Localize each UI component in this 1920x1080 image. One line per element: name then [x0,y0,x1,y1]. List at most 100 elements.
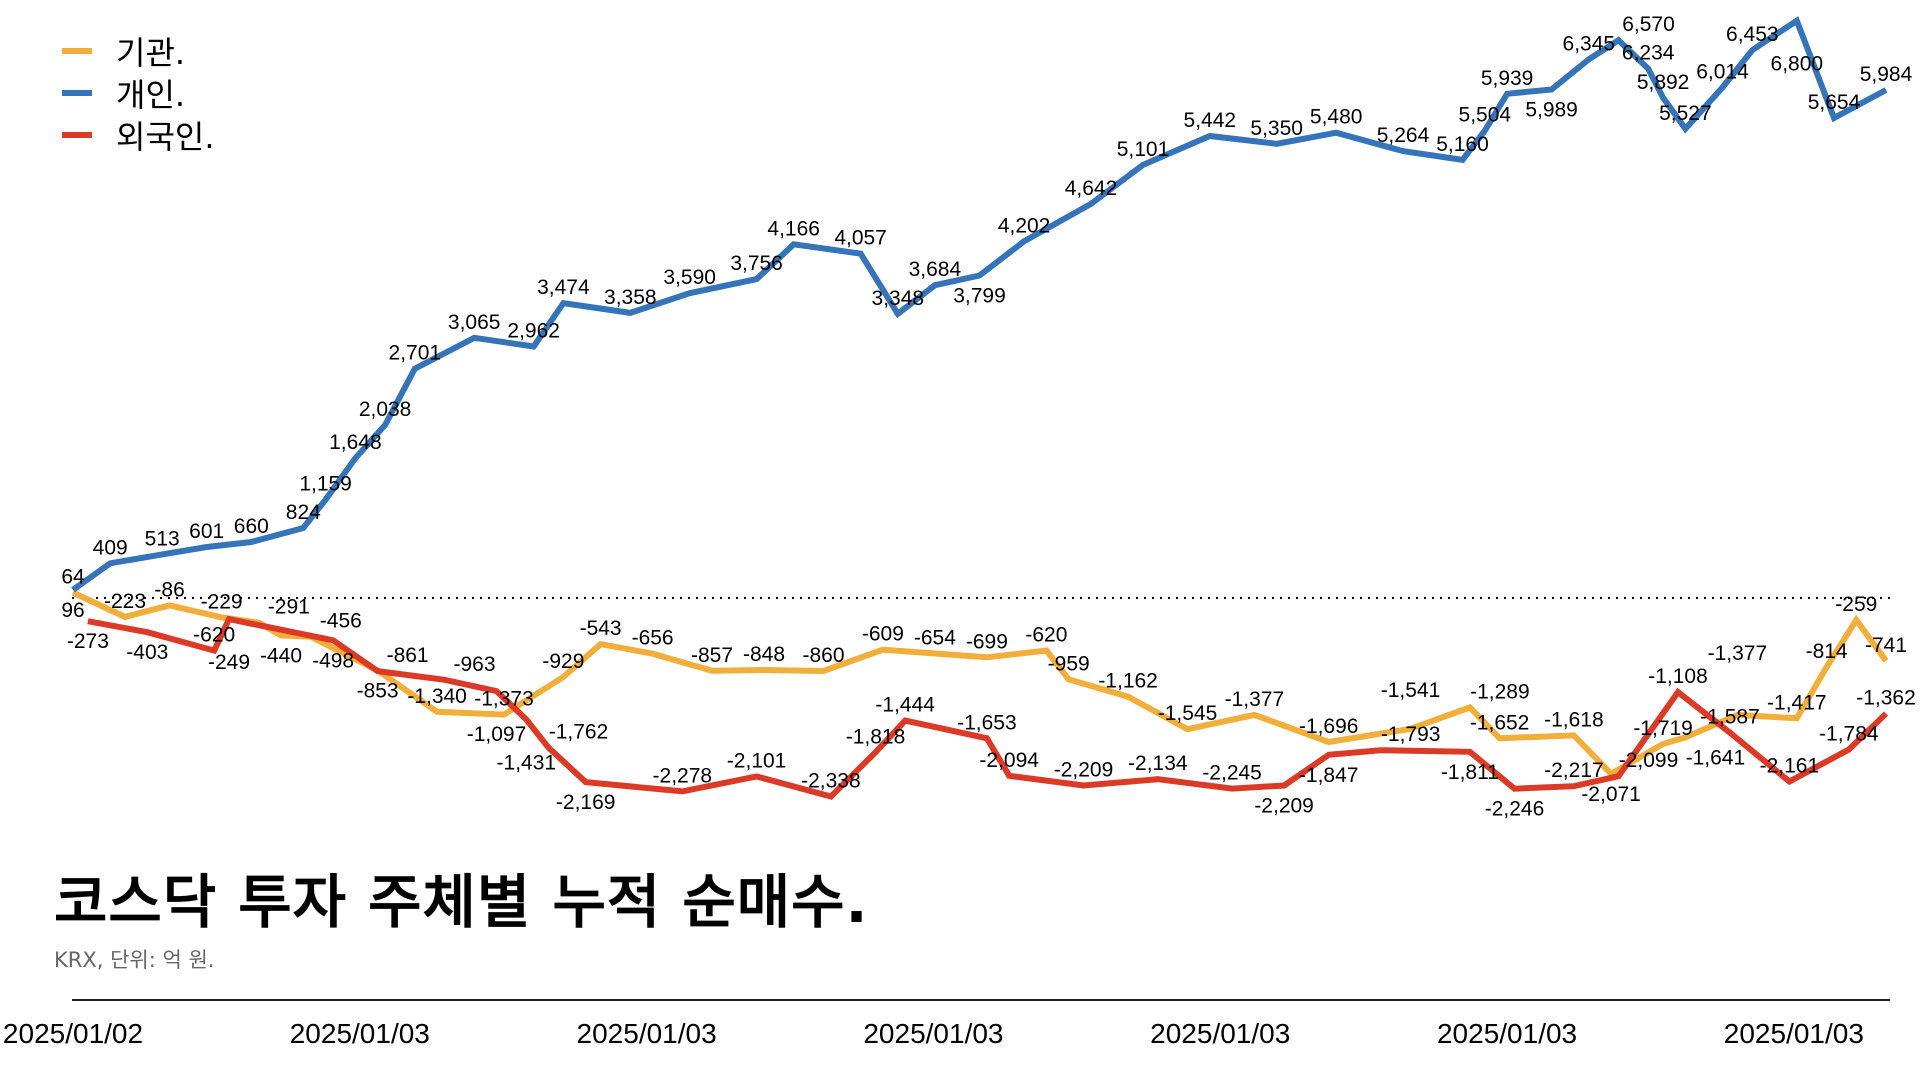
data-label-individual: 5,480 [1310,106,1363,129]
data-label-foreign: -620 [193,624,235,647]
data-label-individual: 5,264 [1377,124,1430,147]
data-label-foreign: -1,431 [497,752,557,775]
data-label-foreign: -963 [453,653,495,676]
x-tick-label: 2025/01/02 [2,1018,144,1049]
data-label-foreign: -1,847 [1299,764,1359,787]
data-label-individual: 6,345 [1563,32,1616,55]
data-label-foreign: -403 [126,641,168,664]
data-label-individual: 5,101 [1117,138,1170,161]
legend-label: 외국인. [116,118,215,156]
data-label-foreign: -1,444 [875,694,935,717]
legend-label: 개인. [116,76,186,114]
data-label-institution: -857 [691,644,733,667]
data-label-institution: -814 [1806,640,1848,663]
data-label-institution: -853 [357,679,399,702]
x-tick-label: 2025/01/03 [289,1018,430,1049]
data-label-institution: -2,071 [1581,783,1641,806]
data-label-foreign: -1,818 [846,725,906,748]
legend-swatch-institution [62,48,92,54]
data-label-foreign: -2,338 [801,770,861,793]
data-label-foreign: -2,217 [1544,759,1604,782]
data-label-institution: -699 [966,630,1008,653]
data-label-institution: -929 [542,650,584,673]
data-label-individual: 6,453 [1726,23,1779,46]
data-label-individual: 660 [234,515,269,538]
data-label-institution: -1,545 [1158,702,1218,725]
x-axis-line [72,999,1890,1001]
legend-item-individual[interactable]: 개인. [62,72,215,114]
data-label-institution: -848 [743,643,785,666]
data-label-institution: -620 [1025,624,1067,647]
data-label-institution: -1,618 [1544,708,1604,731]
data-label-institution: -609 [862,623,904,646]
data-label-institution: -1,377 [1708,642,1768,665]
data-label-foreign: -1,784 [1819,723,1879,746]
data-label-individual: 2,701 [389,342,442,365]
data-label-individual: 513 [145,527,180,550]
data-label-foreign: -1,097 [467,723,527,746]
data-label-individual: 6,014 [1696,60,1749,83]
data-label-individual: 3,756 [730,252,783,275]
data-label-foreign: -2,099 [1619,749,1679,772]
data-label-institution: -456 [320,610,362,633]
data-label-foreign: -1,108 [1648,665,1708,688]
legend-swatch-foreign [62,132,92,138]
data-label-foreign: -2,245 [1202,762,1262,785]
legend-item-institution[interactable]: 기관. [62,30,215,72]
data-label-individual: 601 [189,520,224,543]
data-label-foreign: -2,278 [653,764,713,787]
data-label-institution: -1,289 [1470,680,1530,703]
series-line-foreign [87,615,1889,800]
data-label-individual: 5,654 [1808,91,1861,114]
data-label-institution: -741 [1865,634,1907,657]
data-label-individual: 5,160 [1436,133,1489,156]
data-label-institution: -1,417 [1767,691,1827,714]
data-label-individual: 96 [61,599,84,622]
x-tick-label: 2025/01/03 [576,1018,717,1049]
data-label-institution: -229 [201,590,243,613]
chart-title: 코스닥 투자 주체별 누적 순매수. [54,868,869,936]
data-label-individual: 2,038 [359,398,412,421]
data-label-individual: 4,057 [834,227,887,250]
data-label-individual: 4,166 [767,217,820,240]
data-label-institution: -959 [1048,652,1090,675]
x-tick-label: 2025/01/03 [1723,1018,1864,1049]
data-label-individual: 4,642 [1065,177,1118,200]
data-label-individual: 5,989 [1525,99,1578,122]
data-label-foreign: -2,209 [1254,795,1314,818]
data-label-foreign: -1,811 [1441,761,1499,784]
data-label-foreign: -1,362 [1856,687,1916,710]
data-label-institution: -543 [580,617,622,640]
legend-label: 기관. [116,34,186,72]
data-label-institution: -1,696 [1299,715,1359,738]
data-label-individual: 3,684 [909,258,962,281]
x-tick-label: 2025/01/03 [1436,1018,1578,1049]
data-label-individual: 6,800 [1771,53,1824,76]
data-label-foreign: -498 [312,649,354,672]
x-tick-label: 2025/01/03 [863,1018,1004,1049]
data-label-institution: -440 [260,644,302,667]
data-label-individual: 5,504 [1459,104,1512,127]
data-label-individual: 1,648 [329,431,382,454]
data-label-individual: 3,358 [604,286,657,309]
data-label-institution: -1,162 [1098,670,1158,693]
data-label-foreign: -2,246 [1485,798,1545,821]
data-label-foreign: -1,587 [1700,706,1760,729]
data-label-institution: -1,340 [407,685,467,708]
legend-item-foreign[interactable]: 외국인. [62,114,215,156]
data-label-institution: -86 [154,578,184,601]
data-label-individual: 6,234 [1622,42,1675,65]
data-label-individual: 6,570 [1622,13,1675,36]
data-label-institution: -259 [1835,593,1877,616]
data-label-layer: 64 96 -273 409 -223 -403 513 -86 601 -620 -229 -249… [61,13,1915,821]
x-tick-label: 2025/01/03 [1150,1018,1291,1049]
data-label-institution: -656 [632,627,674,650]
data-label-individual: 3,348 [872,287,925,310]
data-label-individual: 5,892 [1637,71,1690,94]
data-label-institution: -1,719 [1633,717,1693,740]
data-label-individual: 5,984 [1860,63,1913,86]
data-label-institution: -1,641 [1686,746,1746,769]
chart-subtitle: KRX, 단위: 억 원. [54,948,215,972]
data-label-individual: 409 [93,536,128,559]
